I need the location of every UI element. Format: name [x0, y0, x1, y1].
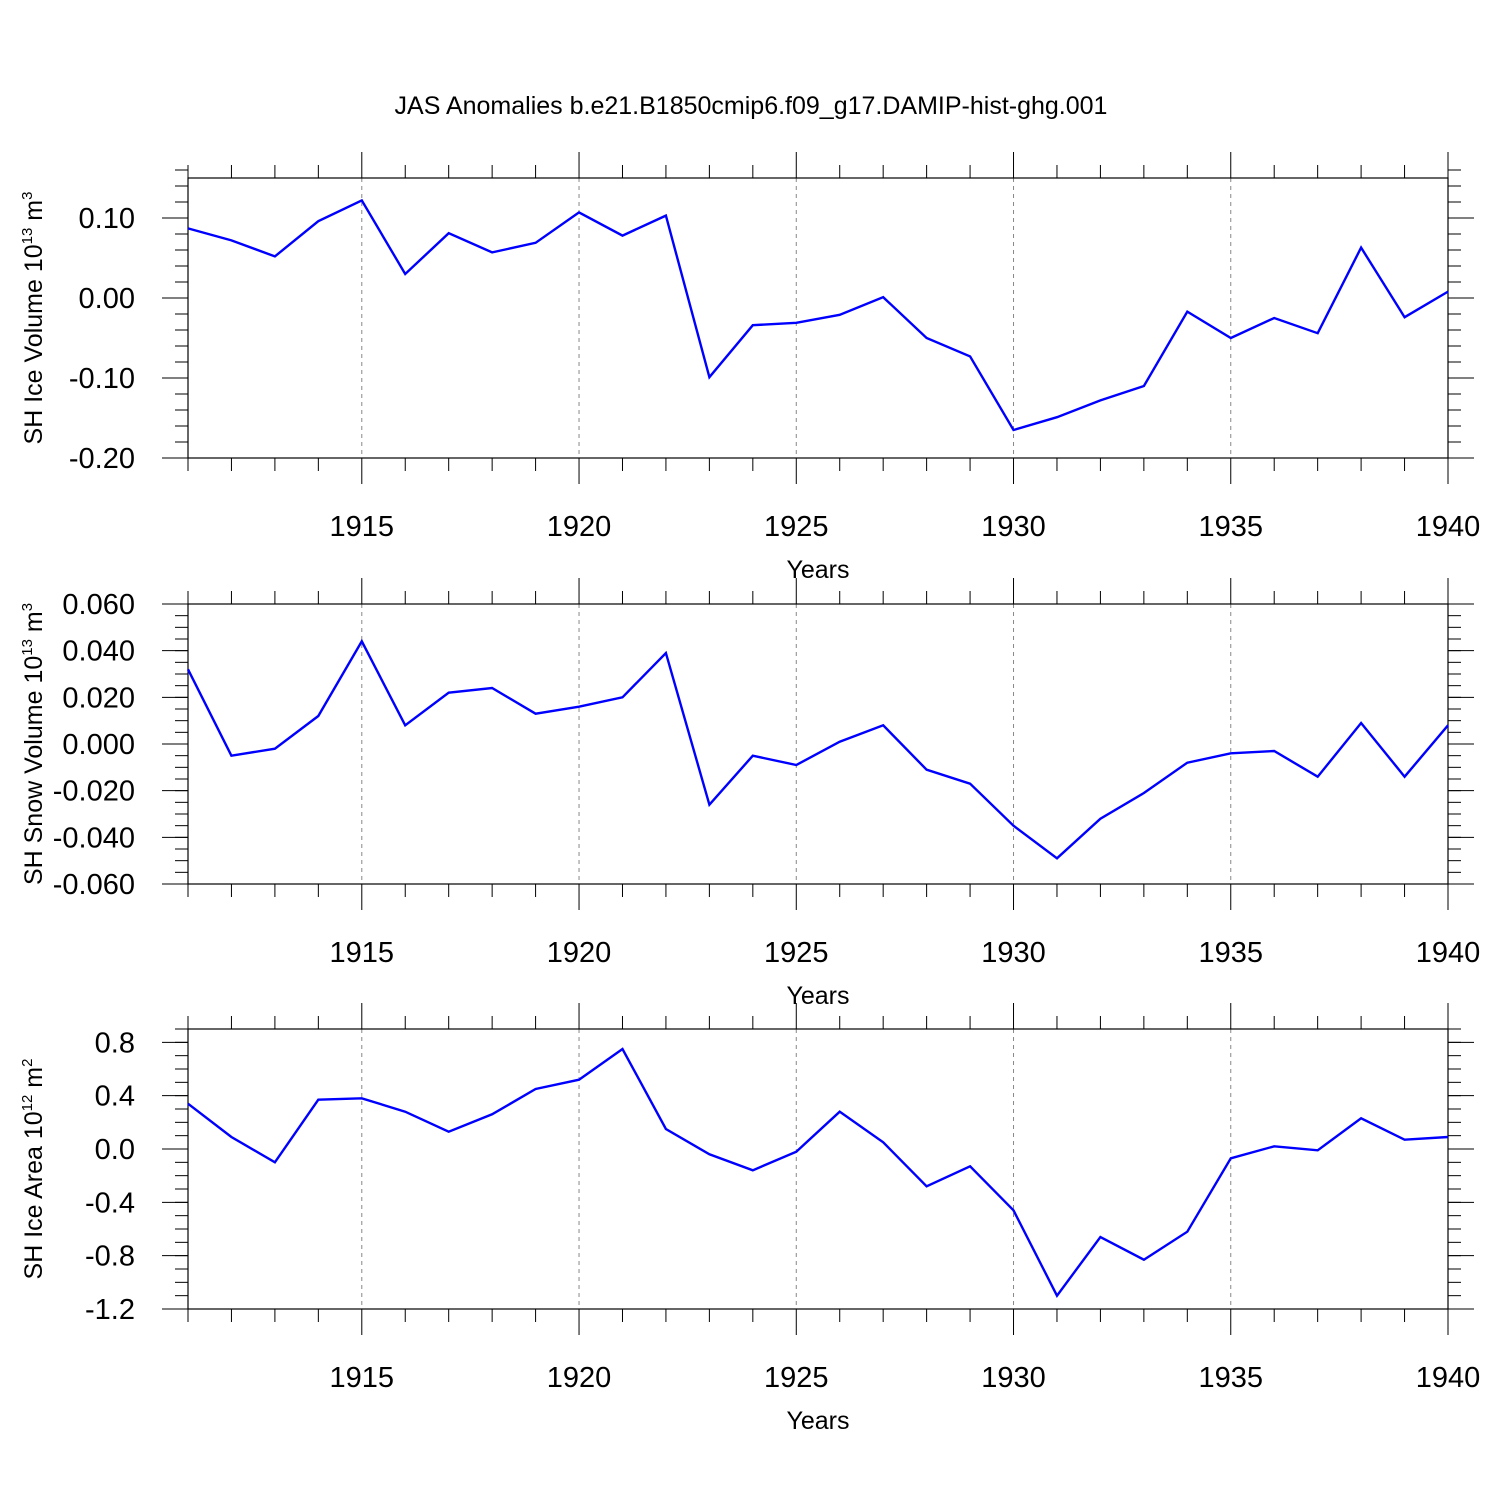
- y-tick-label: -1.2: [85, 1294, 135, 1326]
- y-tick-label: -0.8: [85, 1241, 135, 1273]
- x-tick-label: 1930: [981, 937, 1046, 969]
- x-tick-label: 1915: [330, 937, 395, 969]
- panels: 0.10 0.00 -0.10 -0.20 1915 1920 1925 1930 1935 19…: [19, 152, 1480, 1435]
- y-tick-label: 0.000: [62, 729, 135, 761]
- y-axis-title: SH Snow Volume 1013 m3: [19, 603, 48, 885]
- x-tick-label: 1940: [1416, 1362, 1481, 1394]
- y-tick-label: -0.10: [69, 363, 135, 395]
- x-tick-label: 1930: [981, 1362, 1046, 1394]
- x-tick-label: 1940: [1416, 937, 1481, 969]
- y-tick-label: 0.0: [95, 1134, 135, 1166]
- y-axis-title: SH Ice Area 1012 m2: [19, 1059, 48, 1280]
- y-tick-label: 0.020: [62, 682, 135, 714]
- series-line-ice-area: [187, 1047, 1449, 1298]
- x-tick-label: 1920: [547, 511, 612, 543]
- y-tick-label: 0.00: [79, 283, 135, 315]
- y-tick-label: 0.040: [62, 636, 135, 668]
- x-tick-label: 1930: [981, 511, 1046, 543]
- y-tick-label: 0.4: [95, 1081, 135, 1113]
- x-axis-title: Years: [786, 1407, 849, 1435]
- series-line-snow-volume: [186, 638, 1449, 860]
- x-tick-label: 1925: [764, 937, 829, 969]
- x-tick-label: 1920: [547, 937, 612, 969]
- x-tick-label: 1940: [1416, 511, 1481, 543]
- x-tick-label: 1925: [764, 1362, 829, 1394]
- x-tick-label: 1925: [764, 511, 829, 543]
- x-tick-label: 1935: [1199, 1362, 1264, 1394]
- x-axis-title: Years: [786, 556, 849, 584]
- plot-frame: [187, 603, 1449, 885]
- panel-snow-volume: 0.060 0.040 0.020 0.000 -0.020 -0.040 -0.060 19…: [19, 578, 1480, 1010]
- plot-frame: [187, 177, 1449, 459]
- y-tick-label: 0.8: [95, 1027, 135, 1059]
- x-axis-title: Years: [786, 982, 849, 1010]
- y-tick-label: -0.040: [53, 822, 135, 854]
- x-tick-label: 1915: [330, 1362, 395, 1394]
- x-tick-label: 1935: [1199, 937, 1264, 969]
- figure-title: JAS Anomalies b.e21.B1850cmip6.f09_g17.D…: [395, 92, 1108, 120]
- y-axis-title: SH Ice Volume 1013 m3: [19, 192, 48, 445]
- series-line-ice-volume: [187, 198, 1449, 432]
- y-tick-label: -0.20: [69, 443, 135, 475]
- y-tick-label: -0.060: [53, 869, 135, 901]
- y-tick-label: -0.020: [53, 776, 135, 808]
- panel-ice-volume: 0.10 0.00 -0.10 -0.20 1915 1920 1925 1930 1935 19…: [19, 152, 1480, 584]
- panel-ice-area: 0.8 0.4 0.0 -0.4 -0.8 -1.2 1915 1920 1925 1930 193…: [19, 1003, 1480, 1435]
- x-tick-label: 1915: [330, 511, 395, 543]
- y-tick-label: 0.10: [79, 203, 135, 235]
- y-tick-label: 0.060: [62, 589, 135, 621]
- x-tick-label: 1935: [1199, 511, 1264, 543]
- plot-frame: [187, 1028, 1449, 1310]
- y-tick-label: -0.4: [85, 1187, 135, 1219]
- x-tick-label: 1920: [547, 1362, 612, 1394]
